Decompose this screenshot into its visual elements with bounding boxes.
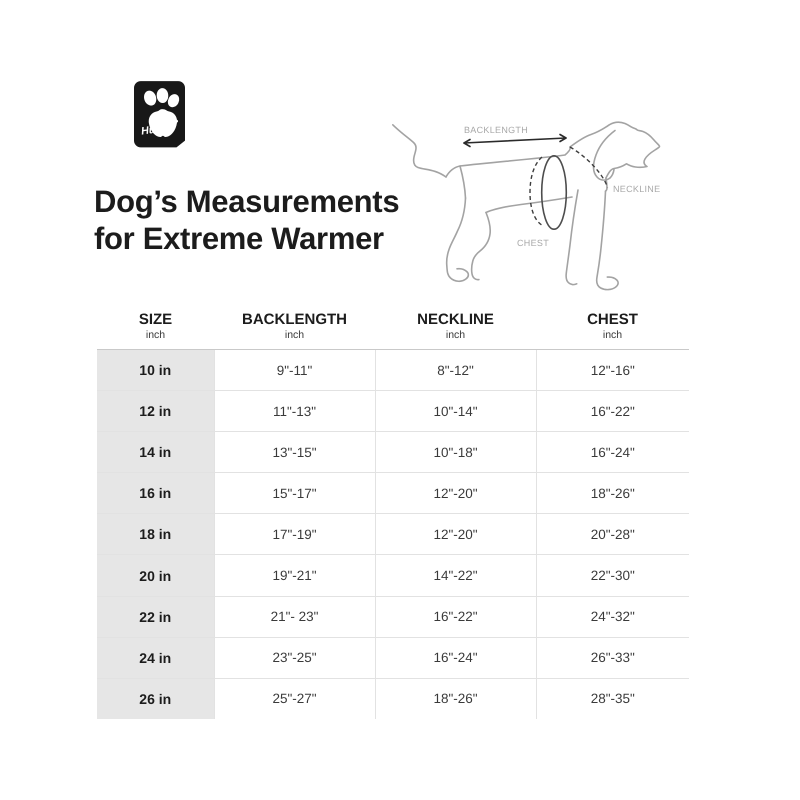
svg-text:NECKLINE: NECKLINE (613, 184, 660, 194)
svg-text:CHEST: CHEST (517, 238, 549, 248)
svg-text:BACKLENGTH: BACKLENGTH (464, 125, 528, 135)
